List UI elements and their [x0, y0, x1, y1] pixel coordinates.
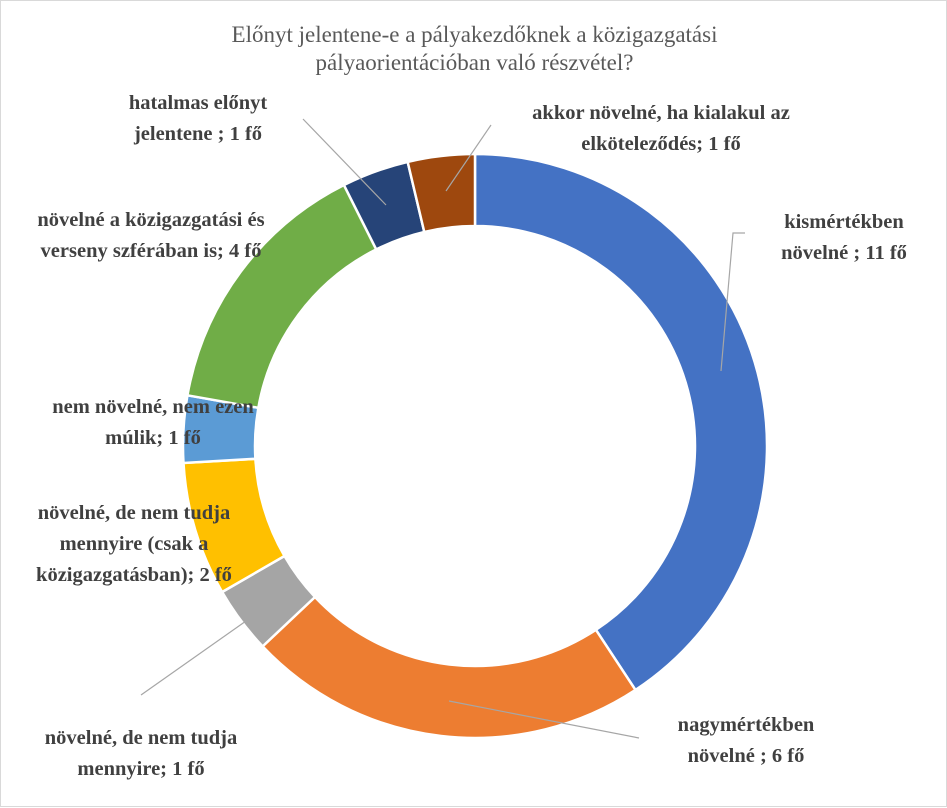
- data-label-3-line-1: növelné, de nem tudja: [45, 727, 237, 749]
- data-label-6: növelné a közigazgatási és verseny szférá…: [37, 209, 264, 262]
- data-label-5-line-1: nem növelné, nem ezen: [52, 396, 254, 418]
- leader-line-7: [302, 118, 387, 206]
- data-label-3: növelné, de nem tudja mennyire; 1 fő: [45, 727, 237, 780]
- data-label-1: kismértékben növelné ; 11 fő: [781, 211, 907, 264]
- data-label-6-line-2: verseny szférában is; 4 fő: [41, 240, 262, 262]
- data-label-7-line-2: jelentene ; 1 fő: [133, 123, 262, 145]
- data-label-3-line-2: mennyire; 1 fő: [77, 758, 204, 780]
- leader-line-8: [445, 124, 492, 192]
- chart-title-line-2: pályaorientációban való részvétel?: [315, 50, 634, 75]
- data-label-5: nem növelné, nem ezen múlik; 1 fő: [52, 396, 254, 449]
- data-label-6-line-1: növelné a közigazgatási és: [37, 209, 264, 231]
- data-label-1-line-1: kismértékben: [784, 211, 904, 233]
- data-label-2-line-1: nagymértékben: [678, 714, 815, 736]
- leader-line-3: [140, 620, 247, 696]
- data-label-4-line-3: közigazgatásban); 2 fő: [36, 564, 232, 586]
- data-label-7: hatalmas előnyt jelentene ; 1 fő: [129, 92, 268, 145]
- data-label-8: akkor növelné, ha kialakul az elköteleződ…: [532, 102, 790, 155]
- chart-title: Előnyt jelentene-e a pályakezdőknek a kö…: [1, 21, 947, 77]
- data-label-8-line-2: elköteleződés; 1 fő: [581, 133, 740, 155]
- donut-slice-2: [260, 595, 638, 740]
- leader-line-1: [720, 232, 745, 372]
- leader-line-2: [448, 700, 640, 739]
- data-label-8-line-1: akkor növelné, ha kialakul az: [532, 102, 790, 124]
- data-label-5-line-2: múlik; 1 fő: [105, 427, 201, 449]
- data-label-7-line-1: hatalmas előnyt: [129, 92, 268, 114]
- chart-title-line-1: Előnyt jelentene-e a pályakezdőknek a kö…: [231, 22, 718, 47]
- data-label-4-line-2: mennyire (csak a: [60, 533, 209, 555]
- data-label-2-line-2: növelné ; 6 fő: [688, 745, 805, 767]
- data-label-4-line-1: növelné, de nem tudja: [38, 502, 230, 524]
- data-label-2: nagymértékben növelné ; 6 fő: [678, 714, 815, 767]
- donut-slice-1: [473, 152, 769, 692]
- data-label-4: növelné, de nem tudja mennyire (csak a köz…: [36, 502, 232, 586]
- data-label-1-line-2: növelné ; 11 fő: [781, 242, 907, 264]
